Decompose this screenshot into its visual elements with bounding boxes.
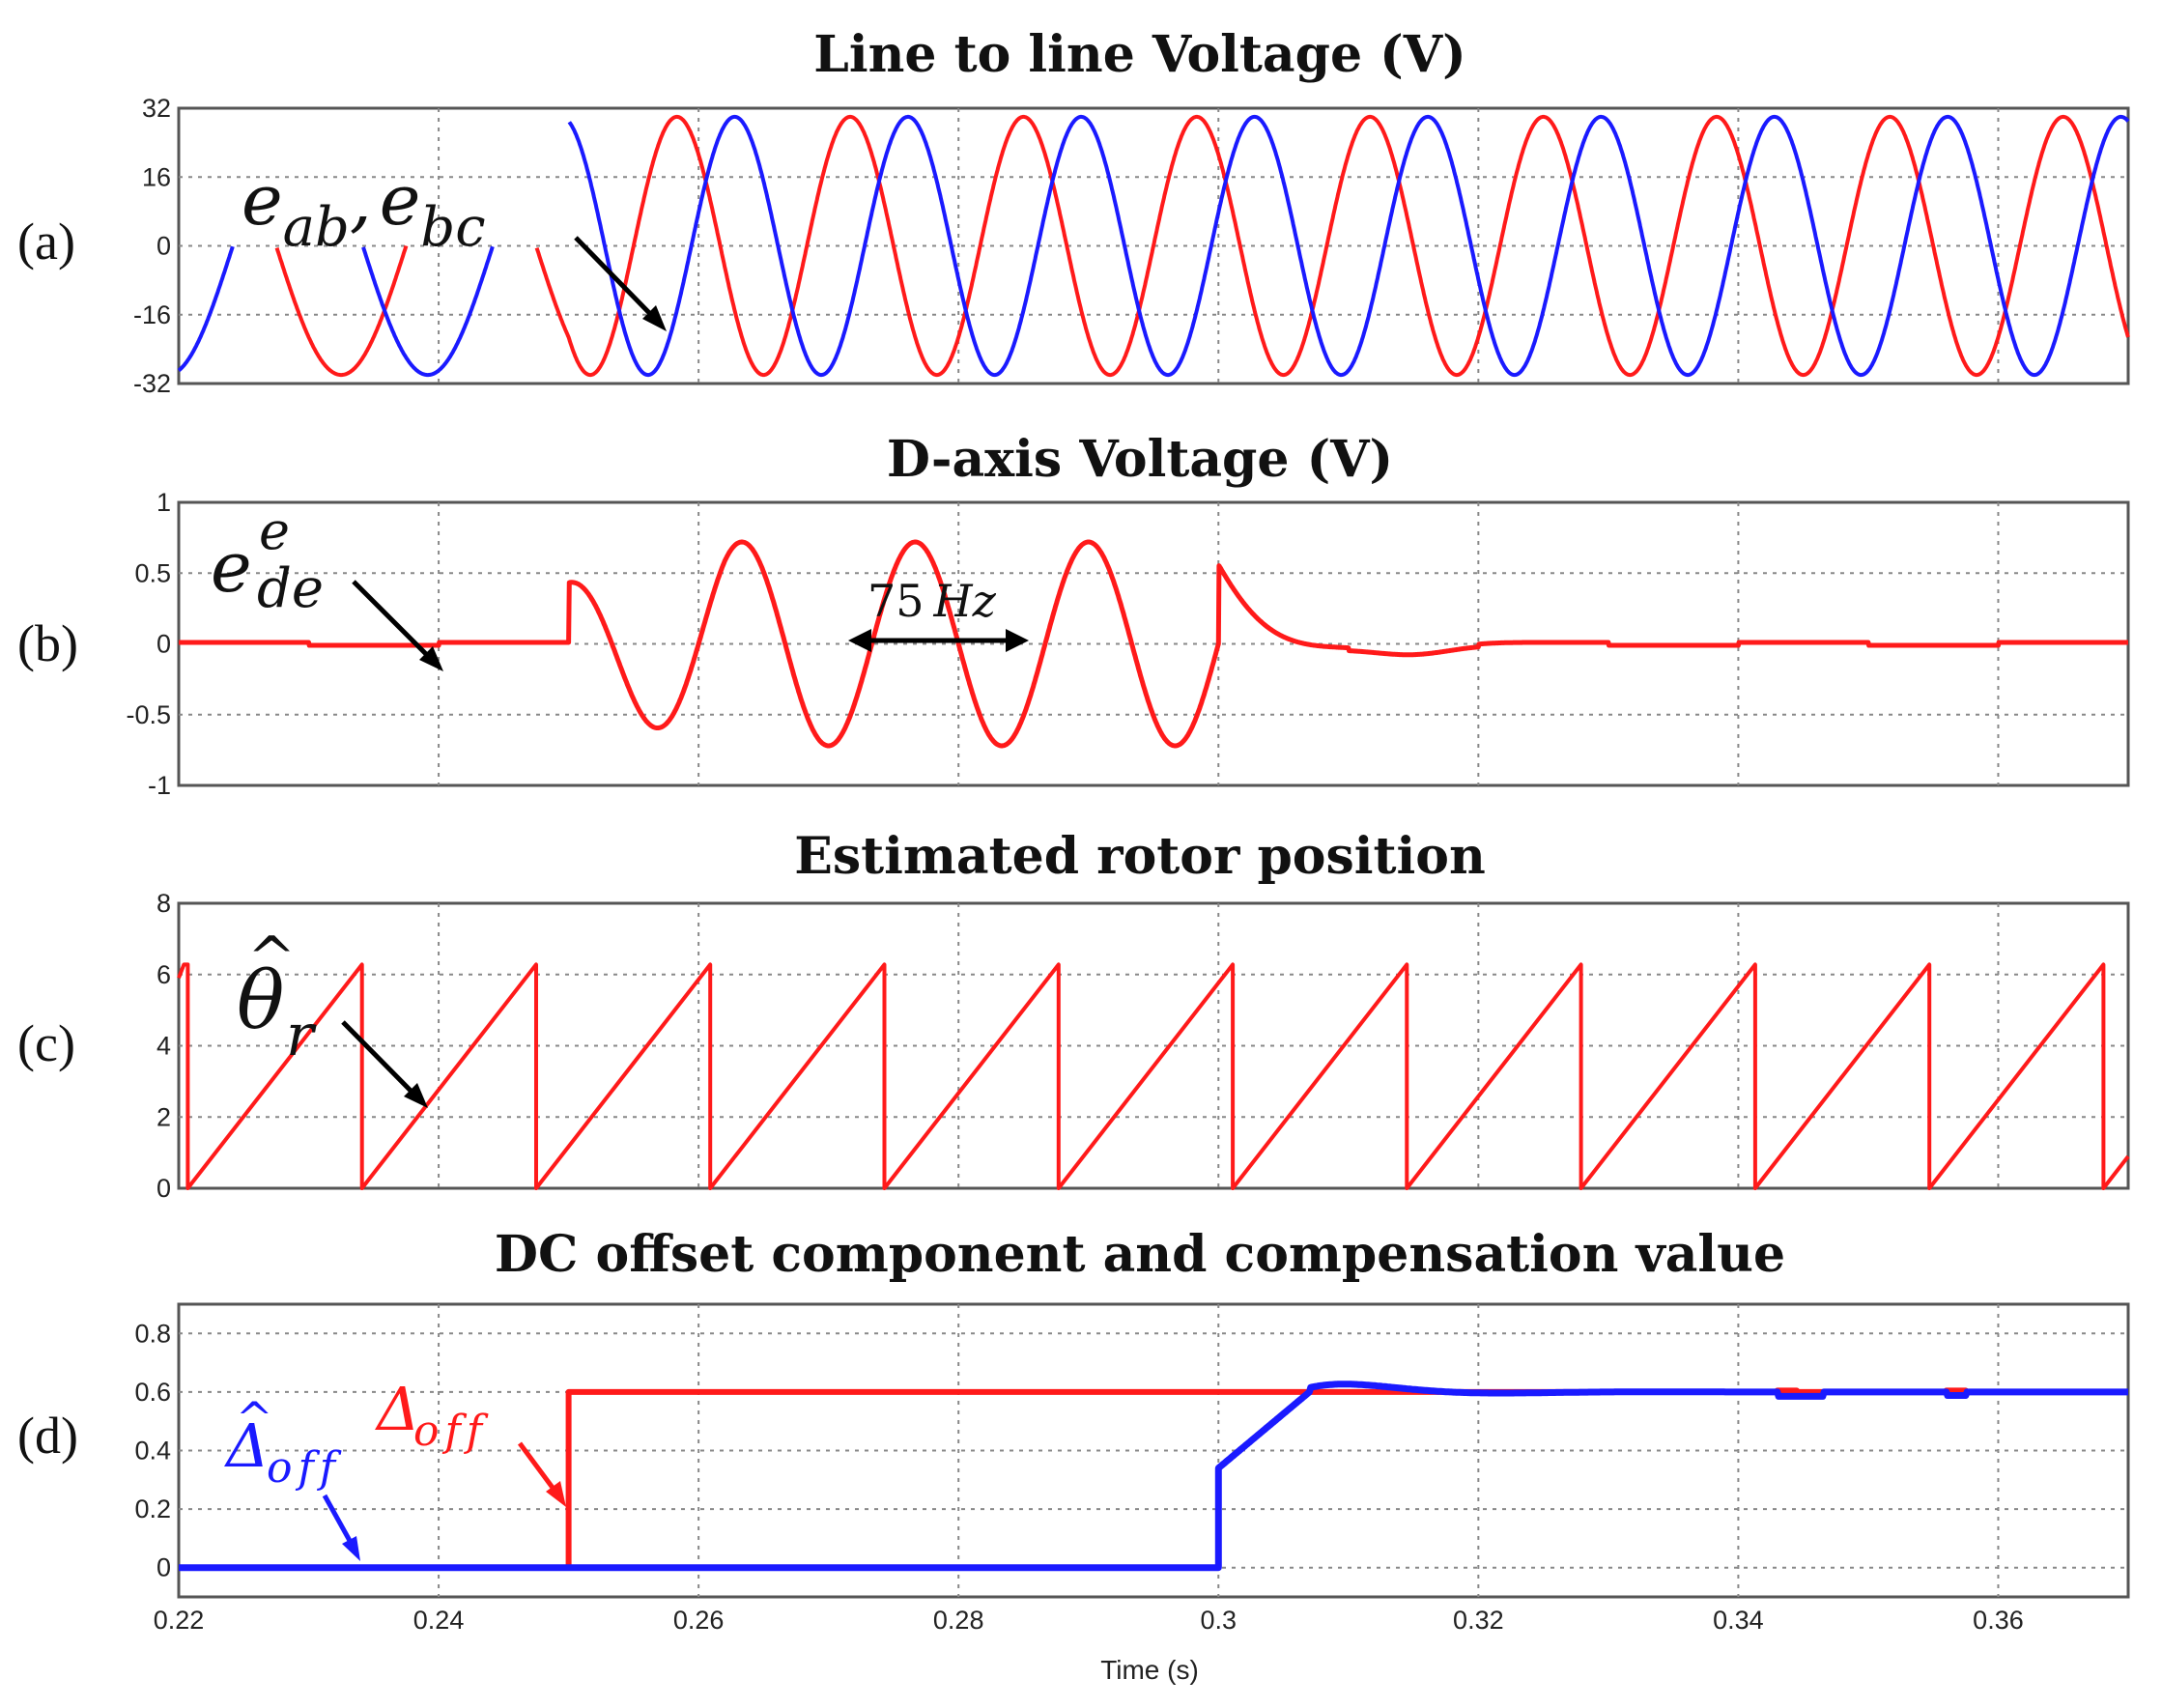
plot-b: 1 0.5 0 -0.5 -1	[126, 488, 2130, 800]
x-axis-label: Time (s)	[1100, 1655, 1199, 1685]
ytick-c-0: 8	[156, 889, 171, 918]
ytick-a-0: 32	[142, 94, 171, 123]
svg-text:e: e	[211, 527, 252, 608]
ytick-c-2: 4	[156, 1032, 171, 1061]
svg-text:eab,ebc: eab, ebc	[242, 159, 486, 259]
plot-d: 0.8 0.6 0.4 0.2 0	[134, 1302, 2131, 1599]
svg-text:Δ: Δ	[375, 1374, 420, 1444]
series-delta-off-hat	[179, 1381, 2131, 1572]
svg-text:off: off	[413, 1407, 489, 1456]
panel-label-b: (b)	[17, 614, 78, 672]
svg-text:r: r	[286, 1002, 317, 1069]
svg-text:θ: θ	[237, 955, 284, 1047]
ytick-a-2: 0	[156, 232, 171, 261]
panel-label-a: (a)	[17, 213, 75, 270]
annotation-a: eab, ebc	[242, 159, 667, 331]
title-d: DC offset component and compensation val…	[495, 1225, 1785, 1284]
ytick-d-0: 0.8	[134, 1319, 171, 1348]
svg-text:^: ^	[247, 925, 296, 992]
svg-text:^: ^	[236, 1392, 273, 1444]
plot-a: 32 16 0 -16 -32	[133, 94, 2130, 398]
arrow-head-c	[404, 1083, 428, 1108]
arrow-head-b	[419, 646, 443, 671]
ytick-d-1: 0.6	[134, 1378, 171, 1407]
ytick-b-4: -1	[148, 771, 171, 800]
series-ebc-seg-2	[567, 114, 2130, 378]
ytick-d-2: 0.4	[134, 1437, 171, 1466]
arrow-head-a	[642, 305, 667, 331]
series-eab-seg-1	[534, 114, 2130, 378]
xtick-6: 0.34	[1713, 1606, 1764, 1635]
annotation-b: e e de 75 Hz	[211, 500, 1029, 671]
xtick-0: 0.22	[154, 1606, 205, 1635]
svg-text:Δ: Δ	[224, 1410, 270, 1481]
svg-text:de: de	[257, 557, 324, 620]
panel-label-d: (d)	[17, 1407, 78, 1465]
annotation-c: θ ^ r	[237, 925, 428, 1108]
annotation-d: Δ off Δ ^ off	[224, 1374, 566, 1561]
svg-text:off: off	[267, 1443, 342, 1493]
ytick-b-2: 0	[156, 630, 171, 659]
plot-c: 8 6 4 2 0	[156, 889, 2130, 1203]
series-ebc-seg-1	[361, 245, 495, 378]
xtick-5: 0.32	[1453, 1606, 1504, 1635]
ytick-c-3: 2	[156, 1102, 171, 1131]
xtick-3: 0.28	[933, 1606, 984, 1635]
ytick-c-4: 0	[156, 1174, 171, 1203]
svg-text:e: e	[259, 500, 290, 561]
ytick-b-0: 1	[156, 488, 171, 517]
title-a: Line to line Voltage (V)	[813, 25, 1465, 84]
ytick-a-4: -32	[133, 369, 171, 398]
arrow-head-d-blue	[342, 1536, 360, 1561]
xtick-7: 0.36	[1973, 1606, 2024, 1635]
ytick-b-1: 0.5	[134, 558, 171, 587]
arrow-head-d-red	[546, 1481, 566, 1507]
freq-span-arrow-left	[848, 629, 871, 652]
freq-span-arrow-right	[1006, 629, 1029, 652]
ytick-c-1: 6	[156, 960, 171, 989]
ytick-d-3: 0.2	[134, 1494, 171, 1523]
panel-label-c: (c)	[17, 1014, 75, 1072]
ytick-b-3: -0.5	[126, 700, 171, 729]
series-ebc-seg-0	[177, 245, 235, 373]
xtick-4: 0.3	[1200, 1606, 1237, 1635]
ytick-d-4: 0	[156, 1553, 171, 1582]
title-b: D-axis Voltage (V)	[887, 430, 1393, 489]
ytick-a-3: -16	[133, 300, 171, 329]
xtick-1: 0.24	[413, 1606, 465, 1635]
title-c: Estimated rotor position	[794, 827, 1486, 886]
xtick-2: 0.26	[673, 1606, 725, 1635]
ytick-a-1: 16	[142, 162, 171, 191]
series-ede	[177, 539, 2130, 749]
